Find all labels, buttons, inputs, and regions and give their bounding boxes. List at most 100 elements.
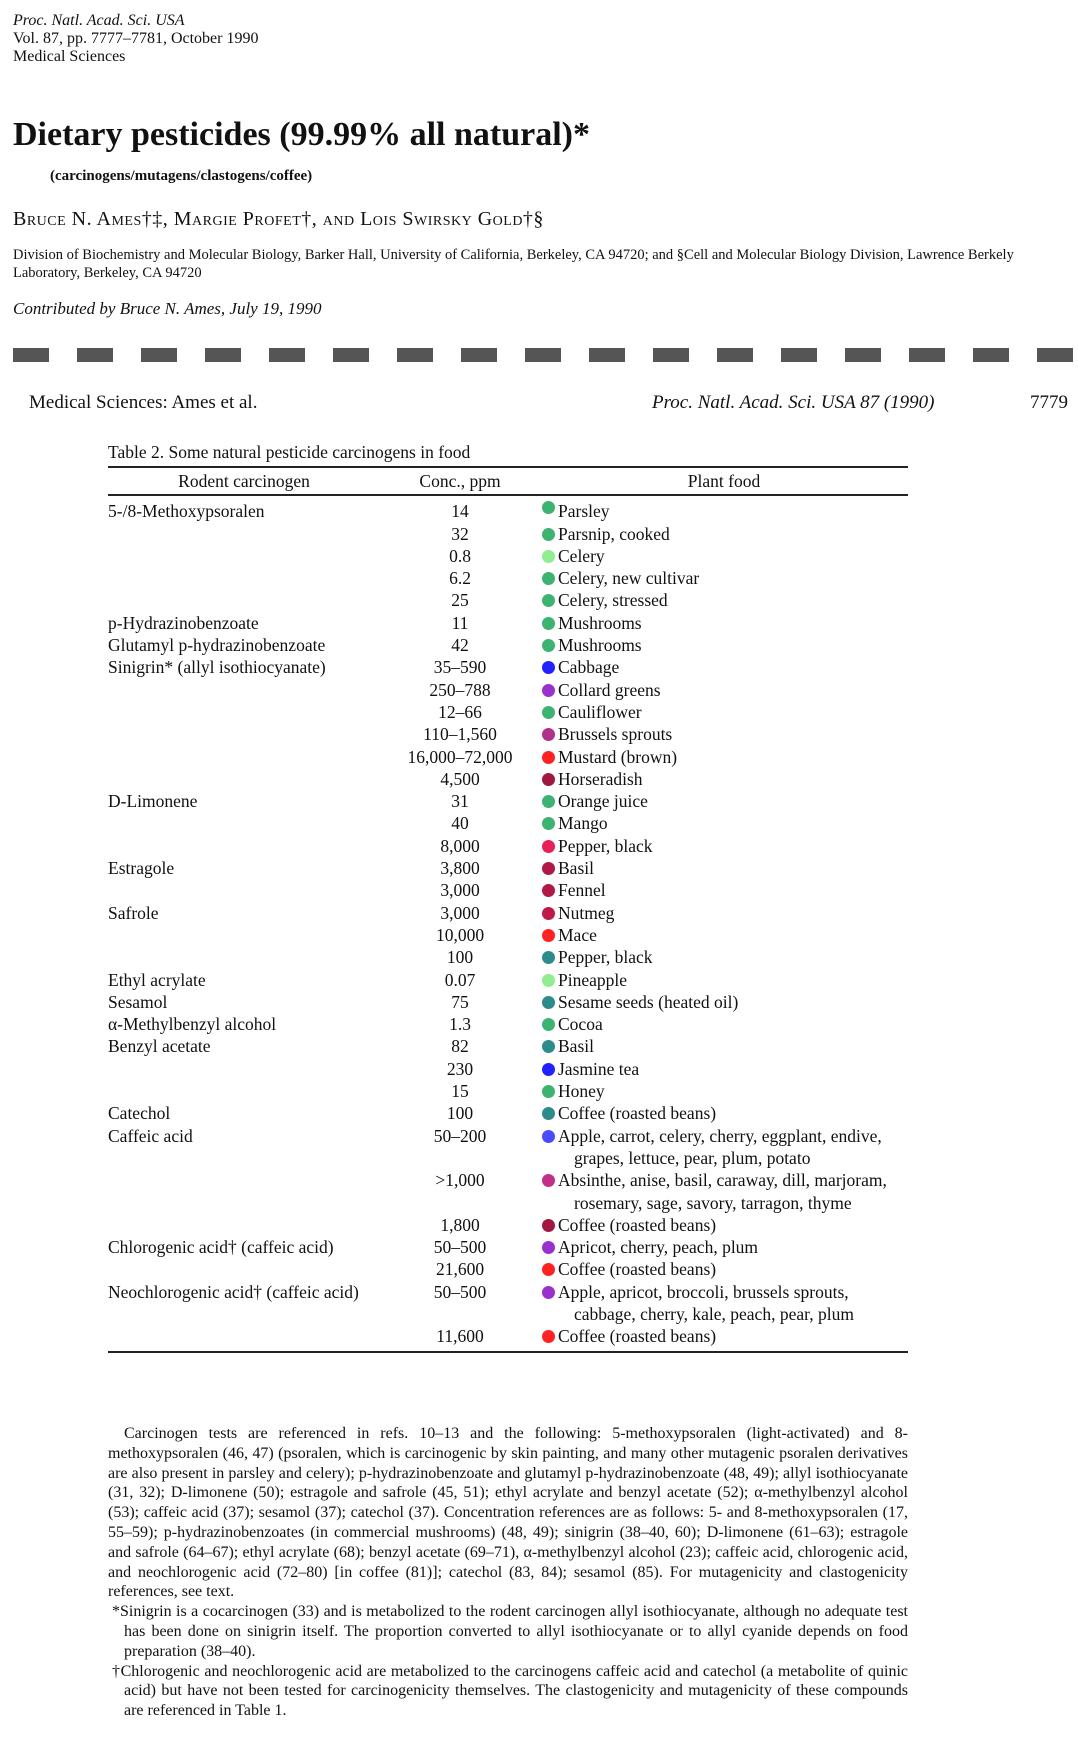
carcinogen: 5-/8-Methoxypsoralen [108, 501, 265, 522]
table-row: Sesamol 75 Sesame seeds (heated oil) [108, 991, 908, 1013]
concentration: 35–590 [433, 657, 487, 678]
plant-food: Cabbage [558, 657, 620, 678]
header-row: Rodent carcinogen Conc., ppm Plant food [108, 465, 908, 497]
carcinogen [108, 924, 380, 946]
concentration: 50–500 [433, 1237, 487, 1258]
plant-food-cell: Apple, carrot, celery, cherry, eggplant,… [540, 1125, 908, 1170]
plant-food-cell: Parsnip, cooked [540, 523, 908, 545]
plant-food: Parsley [558, 501, 610, 522]
concentration: 100 [446, 947, 474, 968]
page-number: 7779 [1030, 392, 1068, 413]
color-dot [542, 1018, 555, 1032]
table-row: 40 Mango [108, 812, 908, 834]
color-dot [542, 501, 555, 515]
table-row: 250–788 Collard greens [108, 679, 908, 701]
carcinogen [108, 1058, 380, 1080]
concentration: 11,600 [380, 1325, 540, 1353]
plant-food: Mushrooms [558, 612, 642, 633]
concentration: 75 [451, 991, 469, 1012]
plant-food: Absinthe, anise, basil, caraway, dill, m… [558, 1170, 887, 1213]
carcinogen [108, 1325, 380, 1353]
carcinogen [108, 523, 380, 545]
concentration: >1,000 [435, 1170, 485, 1191]
plant-food-cell: Nutmeg [540, 902, 908, 924]
table-row: 1,800 Coffee (roasted beans) [108, 1214, 908, 1236]
color-dot [542, 995, 555, 1009]
carcinogen: Caffeic acid [108, 1125, 193, 1146]
table-row: Ethyl acrylate 0.07 Pineapple [108, 969, 908, 991]
table-row: Glutamyl p-hydrazinobenzoate 42 Mushrooms [108, 634, 908, 656]
concentration: 100 [446, 1103, 474, 1124]
plant-food: Parsnip, cooked [558, 523, 670, 544]
column-header: Rodent carcinogen [108, 465, 380, 497]
plant-food-cell: Pepper, black [540, 946, 908, 968]
plant-food: Nutmeg [558, 902, 615, 923]
plant-food: Pepper, black [558, 835, 653, 856]
color-dot [542, 1107, 555, 1121]
concentration: 12–66 [438, 701, 482, 722]
footnote: *Sinigrin is a cocarcinogen (33) and is … [112, 1603, 908, 1660]
color-dot [542, 639, 555, 653]
concentration: 3,000 [440, 902, 480, 923]
concentration: 14 [451, 501, 469, 522]
carcinogen [108, 768, 380, 790]
plant-food-cell: Celery, new cultivar [540, 567, 908, 589]
carcinogen [108, 946, 380, 968]
divider [13, 348, 1075, 362]
carcinogen: Catechol [108, 1103, 171, 1124]
plant-food-cell: Mustard (brown) [540, 746, 908, 768]
concentration: 0.8 [449, 545, 471, 566]
carcinogen [108, 1214, 380, 1236]
plant-food: Apricot, cherry, peach, plum [558, 1237, 759, 1258]
authors: Bruce N. Ames†‡, Margie Profet†, and Loi… [13, 208, 544, 230]
plant-food-cell: Horseradish [540, 768, 908, 790]
footnote: Carcinogen tests are referenced in refs.… [108, 1425, 908, 1601]
subtitle: (carcinogens/mutagens/clastogens/coffee) [50, 168, 313, 184]
plant-food-cell: Mushrooms [540, 612, 908, 634]
table-row: p-Hydrazinobenzoate 11 Mushrooms [108, 612, 908, 634]
table-row: Chlorogenic acid† (caffeic acid) 50–500 Ap… [108, 1236, 908, 1258]
color-dot [542, 1218, 555, 1232]
color-dot [542, 549, 555, 563]
column-header: Conc., ppm [380, 465, 540, 497]
table-row: 4,500 Horseradish [108, 768, 908, 790]
plant-food-cell: Mace [540, 924, 908, 946]
color-dot [542, 594, 555, 608]
concentration: 21,600 [435, 1259, 485, 1280]
plant-food-cell: Cauliflower [540, 701, 908, 723]
plant-food-cell: Cocoa [540, 1013, 908, 1035]
plant-food-cell: Pineapple [540, 969, 908, 991]
plant-food-cell: Celery, stressed [540, 589, 908, 611]
plant-food: Mustard (brown) [558, 746, 678, 767]
section: Medical Sciences [13, 48, 126, 65]
table-row: 11,600 Coffee (roasted beans) [108, 1325, 908, 1353]
plant-food-cell: Basil [540, 857, 908, 879]
table-row: 5-/8-Methoxypsoralen 14 Parsley [108, 495, 908, 522]
footnotes: Carcinogen tests are referenced in refs.… [108, 1424, 908, 1721]
color-dot [542, 527, 555, 541]
concentration: 0.07 [444, 969, 476, 990]
concentration: 11 [451, 612, 469, 633]
plant-food-cell: Coffee (roasted beans) [540, 1214, 908, 1236]
carcinogen: Ethyl acrylate [108, 969, 206, 990]
table-row: Neochlorogenic acid† (caffeic acid) 50–50… [108, 1281, 908, 1326]
color-dot [542, 884, 555, 898]
plant-food-cell: Absinthe, anise, basil, caraway, dill, m… [540, 1169, 908, 1214]
carcinogen [108, 679, 380, 701]
color-dot [542, 1174, 555, 1188]
concentration: 110–1,560 [423, 724, 497, 745]
plant-food-cell: Orange juice [540, 790, 908, 812]
concentration: 50–200 [433, 1125, 487, 1146]
color-dot [542, 1129, 555, 1143]
plant-food-cell: Jasmine tea [540, 1058, 908, 1080]
plant-food: Coffee (roasted beans) [558, 1259, 717, 1280]
concentration: 10,000 [435, 924, 485, 945]
plant-food: Horseradish [558, 768, 643, 789]
color-dot [542, 1241, 555, 1255]
plant-food-cell: Parsley [540, 495, 908, 522]
plant-food: Jasmine tea [558, 1058, 640, 1079]
concentration: 3,800 [440, 858, 480, 879]
plant-food-cell: Celery [540, 545, 908, 567]
color-dot [542, 728, 555, 742]
color-dot [542, 839, 555, 853]
